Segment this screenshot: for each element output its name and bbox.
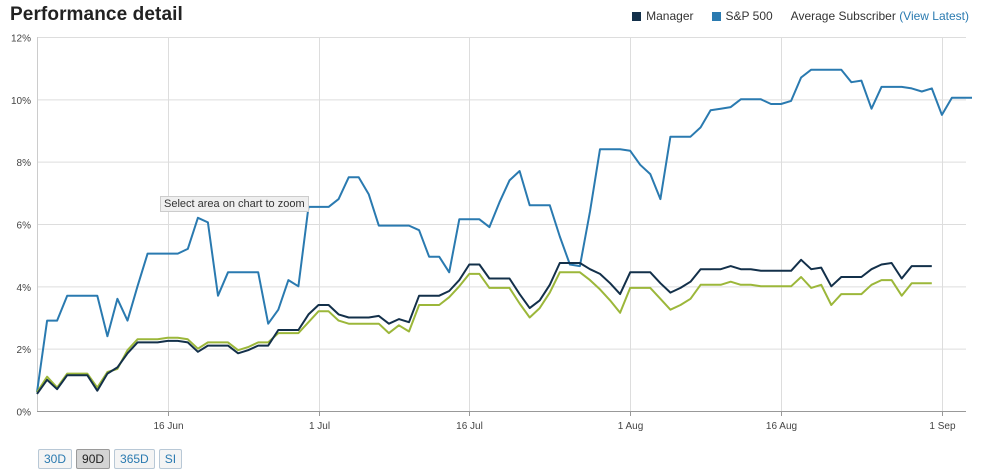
- performance-chart[interactable]: 0% 2% 4% 6% 8% 10% 12% 16 Jun 1 Jul 16 Jul 1 Aug 16…: [0, 0, 981, 445]
- x-tick-label: 1 Sep: [929, 421, 956, 432]
- legend-swatch-manager: [632, 11, 642, 21]
- y-tick-label: 12%: [11, 34, 31, 45]
- legend-label-manager: Manager: [646, 9, 694, 23]
- range-button-30d[interactable]: 30D: [38, 449, 73, 469]
- range-button-si[interactable]: SI: [158, 449, 183, 469]
- zoom-tooltip: Select area on chart to zoom: [160, 196, 309, 212]
- x-tick-label: 16 Jun: [153, 421, 183, 432]
- legend-swatch-sp500: [711, 11, 721, 21]
- legend-label-subscriber: Average Subscriber: [790, 9, 896, 23]
- chart-legend: Manager S&P 500 Average Subscriber (View…: [614, 9, 969, 23]
- y-tick-label: 8%: [17, 158, 32, 169]
- x-tick-label: 1 Aug: [618, 421, 644, 432]
- series-line-average-subscriber: [36, 271, 932, 393]
- legend-label-sp500: S&P 500: [725, 9, 773, 23]
- y-tick-label: 0%: [17, 408, 32, 419]
- legend-item-manager[interactable]: Manager: [632, 9, 694, 23]
- y-tick-label: 2%: [17, 345, 32, 356]
- legend-item-subscriber: Average Subscriber (View Latest): [791, 9, 969, 23]
- y-tick-label: 10%: [11, 96, 31, 107]
- legend-item-sp500[interactable]: S&P 500: [711, 9, 773, 23]
- y-tick-label: 4%: [17, 283, 32, 294]
- series-line-s-p-500: [36, 68, 972, 393]
- range-selector: 30D 90D 365D SI: [38, 449, 186, 469]
- range-button-365d[interactable]: 365D: [114, 449, 155, 469]
- view-latest-link[interactable]: (View Latest): [899, 9, 969, 23]
- range-button-90d[interactable]: 90D: [76, 449, 111, 469]
- page-title: Performance detail: [10, 4, 183, 25]
- y-tick-label: 6%: [17, 221, 32, 232]
- x-tick-label: 1 Jul: [309, 421, 330, 432]
- series-line-manager: [36, 258, 932, 395]
- x-tick-label: 16 Jul: [456, 421, 483, 432]
- x-tick-label: 16 Aug: [766, 421, 797, 432]
